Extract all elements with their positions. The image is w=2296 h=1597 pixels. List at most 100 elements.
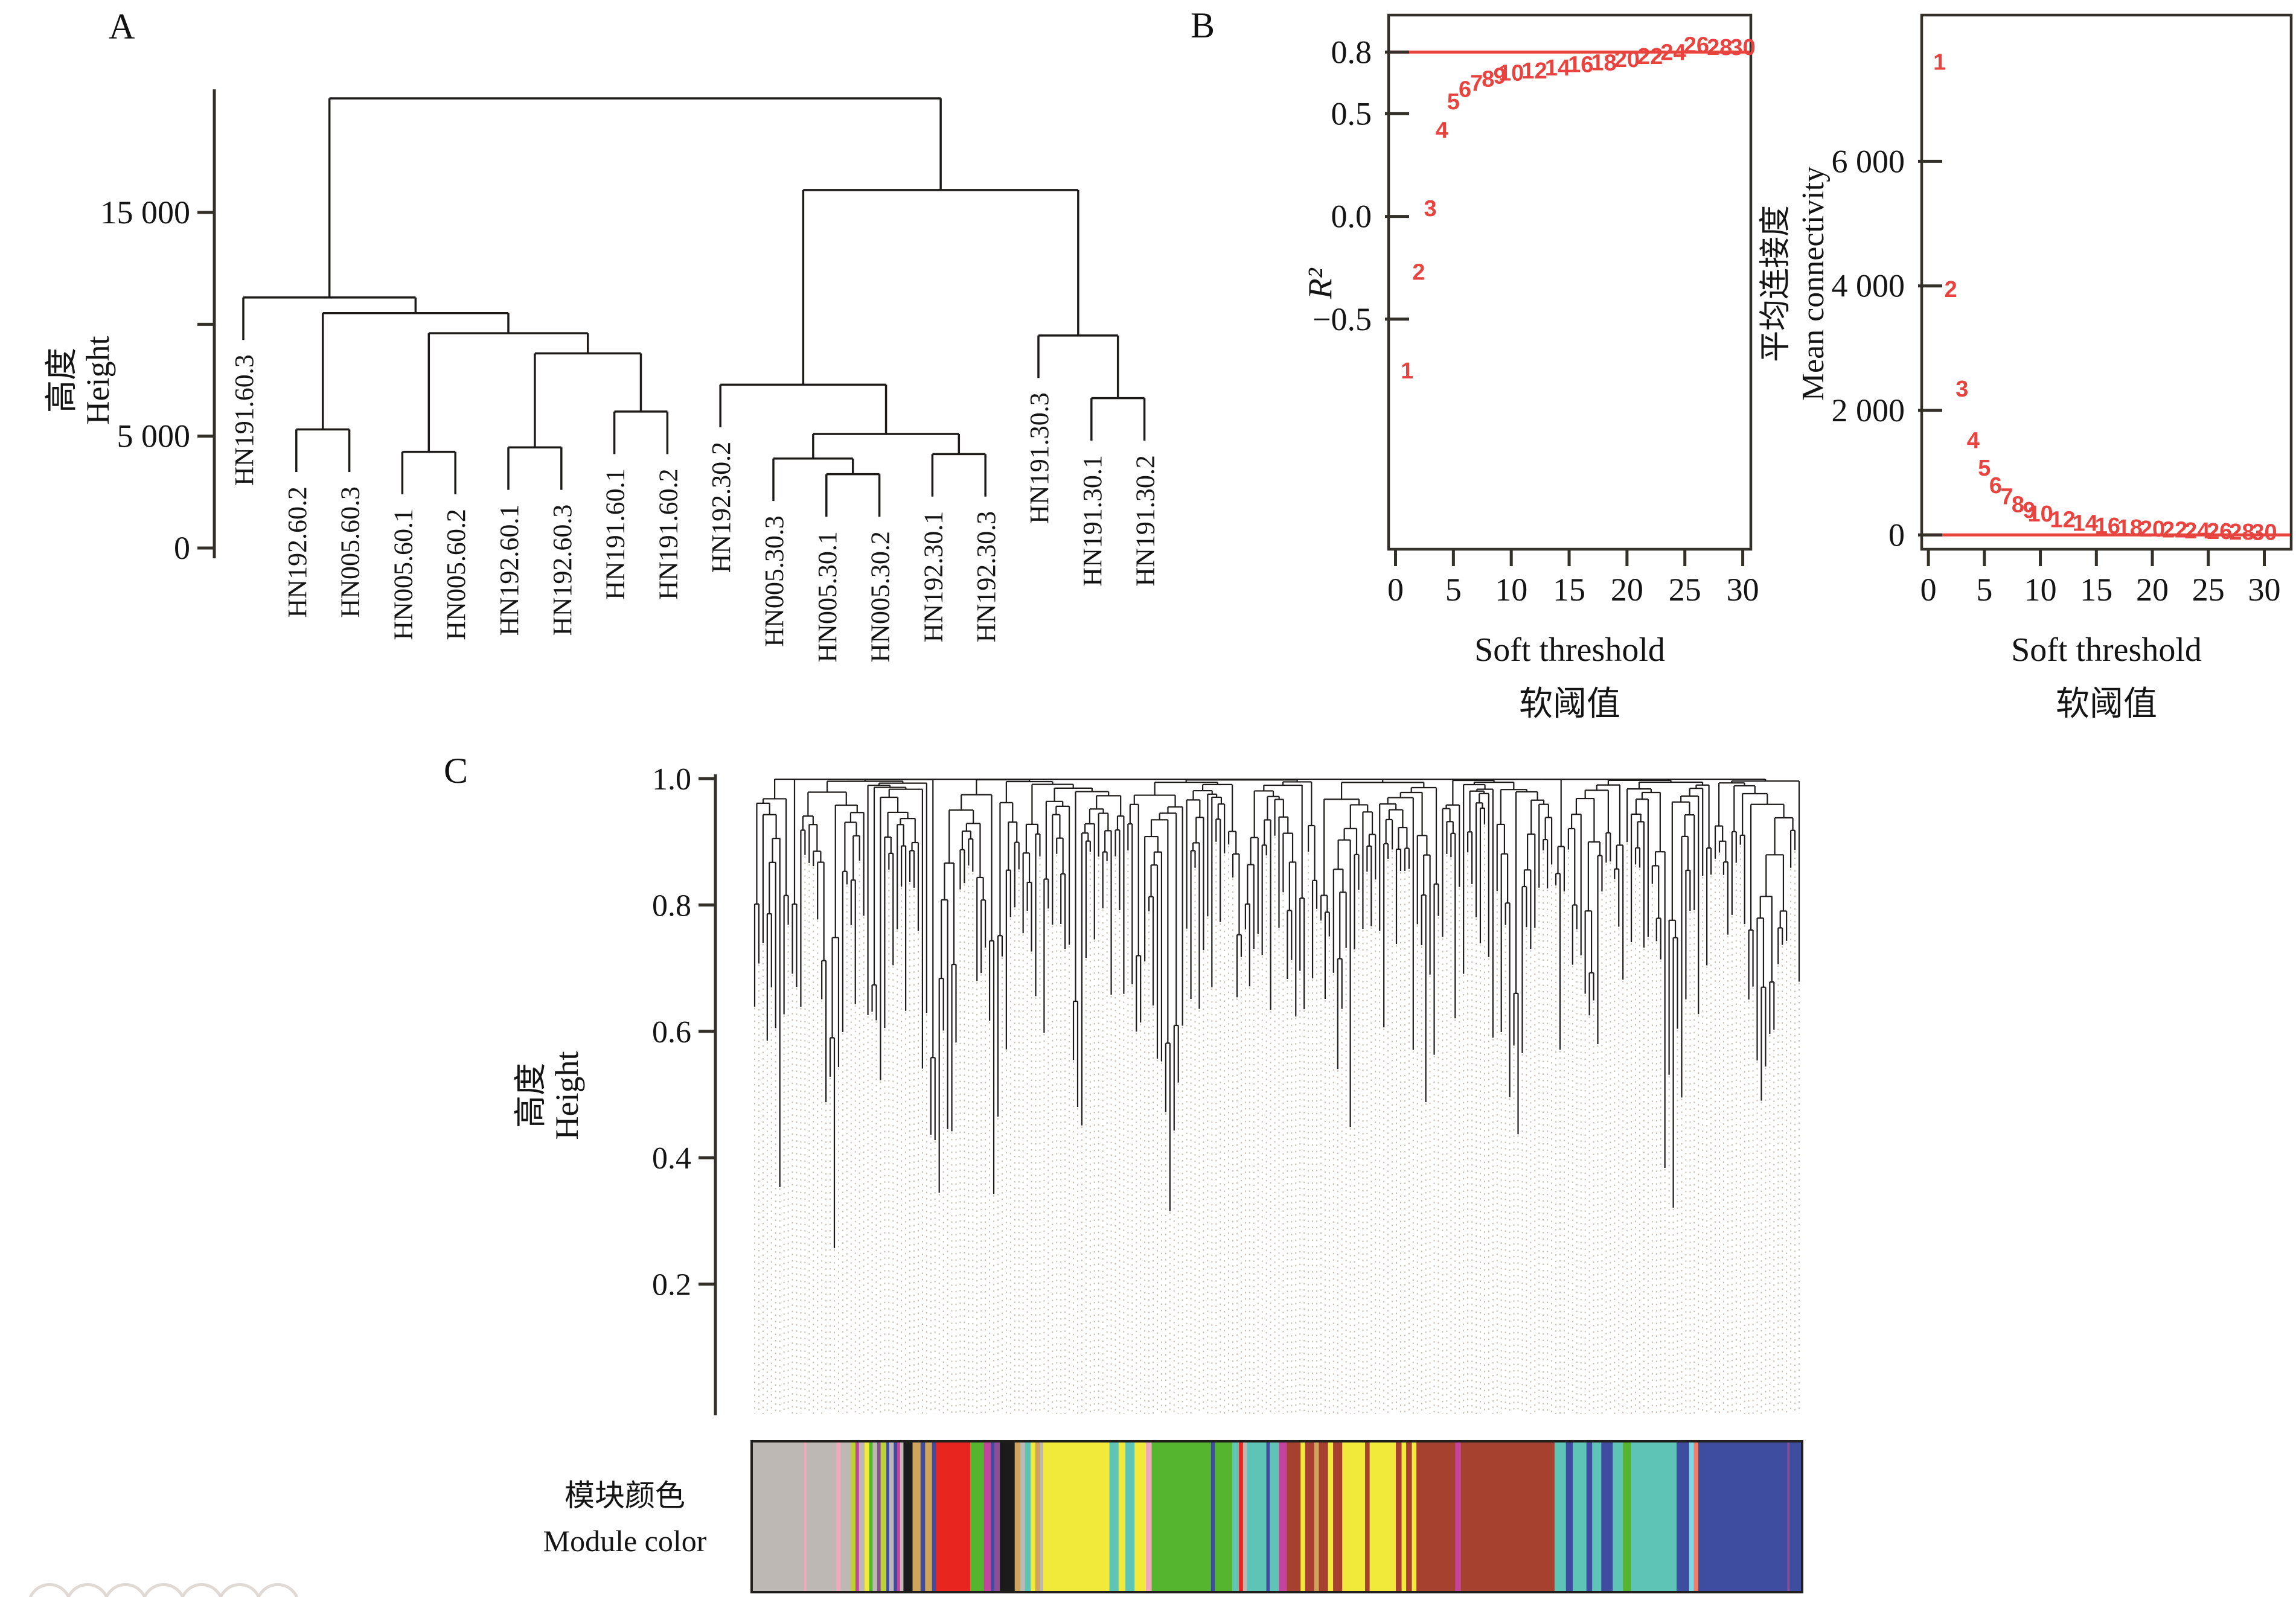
module-segment-red [1239,1441,1244,1592]
module-segment-green [1215,1441,1233,1592]
module-segment-brown [1287,1441,1301,1592]
power-point-label: 6 [1459,77,1471,103]
power-point-label: 3 [1424,196,1436,222]
module-segment-blue [932,1441,936,1592]
module-segment-magenta [1279,1441,1288,1592]
b-xaxis-title-zh: 软阈值 [2056,686,2157,723]
sample-leaf-label: HN191.30.1 [1078,455,1107,587]
module-segment-turquoise [1613,1441,1623,1592]
b-yaxis-title-zh: 平均连接度 [1759,205,1793,362]
power-point-label: 1 [1933,49,1946,75]
sample-leaf-label: HN005.30.3 [759,515,789,647]
power-point-label: 24 [2184,518,2210,544]
module-segment-red [936,1441,971,1592]
module-segment-grey [1242,1441,1247,1592]
module-segment-brown [1365,1441,1370,1592]
b-xaxis-title-en: Soft threshold [2011,631,2202,669]
sample-leaf-label: HN191.30.2 [1131,455,1160,587]
module-segment-grey [752,1441,805,1592]
module-segment-grey [889,1441,894,1592]
b-xtick-label: 25 [2192,572,2225,608]
module-segment-cyan [1689,1441,1695,1592]
b-xtick-label: 10 [1495,572,1527,608]
module-segment-grey [1040,1441,1044,1592]
power-point-label: 22 [1637,44,1663,69]
b-ytick-label: 2 000 [1832,392,1905,429]
power-point-label: 4 [1436,118,1448,144]
sample-leaf-label: HN192.60.3 [548,505,577,636]
power-point-label: 3 [1955,377,1968,402]
b-xtick-label: 0 [1387,572,1404,608]
power-point-label: 7 [1470,71,1483,96]
module-segment-turquoise [1592,1441,1602,1592]
module-bar-label-en: Module color [543,1524,707,1558]
sample-leaf-label: HN191.60.2 [653,468,683,600]
module-segment-grey [900,1441,904,1592]
panel-a-label: A [109,7,135,46]
sample-leaf-label: HN005.30.2 [866,531,895,663]
b-xtick-label: 20 [1611,572,1643,608]
module-segment-green [869,1441,873,1592]
module-segment-turquoise [1554,1441,1567,1592]
module-segment-turquoise [1270,1441,1279,1592]
module-segment-tan [1014,1441,1021,1592]
module-segment-yellow [1031,1441,1036,1592]
module-segment-yellow [1043,1441,1110,1592]
module-segment-brown [1396,1441,1402,1592]
b-xtick-label: 30 [1727,572,1759,608]
module-segment-green [1623,1441,1632,1592]
sample-leaf-label: HN192.30.2 [706,442,736,573]
sample-leaf-label: HN192.30.3 [971,511,1001,643]
module-segment-yellow [1134,1441,1146,1592]
power-point-label: 18 [1591,50,1616,75]
module-segment-blue [1210,1441,1216,1592]
module-segment-grey [840,1441,852,1592]
module-color-bar: 模块颜色 Module color [543,1440,1803,1593]
module-segment-brown [1305,1441,1315,1592]
b-ytick-label: 0.5 [1331,95,1372,132]
sample-leaf-label: HN192.60.1 [494,505,524,636]
power-point-label: 1 [1401,359,1413,384]
a-ytick-label: 5 000 [117,418,191,454]
module-segment-brown [1406,1441,1413,1592]
power-point-label: 16 [2095,514,2120,539]
module-segment-grey [872,1441,878,1592]
power-point-label: 30 [2251,520,2277,546]
module-segment-yellow [865,1441,870,1592]
c-ytick-label: 1.0 [652,762,691,797]
power-point-label: 5 [1978,456,1991,481]
b-xtick-label: 5 [1445,572,1462,608]
power-point-label: 14 [1545,56,1570,81]
module-segment-magenta [1455,1441,1462,1592]
power-point-label: 28 [2229,520,2254,545]
sample-leaf-label: HN005.30.1 [813,531,842,663]
module-segment-brown [1416,1441,1456,1592]
power-point-label: 20 [1614,47,1640,72]
module-segment-blue [886,1441,890,1592]
b-ytick-label: 0.0 [1331,199,1372,235]
a-axis-title-en: Height [80,336,116,425]
b-xtick-label: 15 [2080,572,2112,608]
module-segment-turquoise [1247,1441,1267,1592]
module-segment-blue [920,1441,926,1592]
b-xtick-label: 30 [2248,572,2280,608]
module-segment-turquoise [1109,1441,1119,1592]
a-ytick-label: 15 000 [101,194,191,231]
module-segment-blue [1565,1441,1573,1592]
b-yaxis-title: R² [1302,267,1339,299]
power-point-label: 4 [1967,428,1980,453]
module-segment-yellow [1401,1441,1407,1592]
module-segment-turquoise [1573,1441,1587,1592]
power-point-label: 14 [2073,511,2098,537]
power-point-label: 2 [1945,277,1957,302]
power-point-label: 24 [1660,40,1686,65]
b-ytick-label: 0 [1888,517,1905,553]
sample-leaf-label: HN005.60.1 [388,509,418,640]
sample-leaf-label: HN005.60.3 [336,486,365,618]
module-segment-tan [1314,1441,1320,1592]
module-segment-purple [877,1441,881,1592]
b-ytick-label: 0.8 [1331,34,1372,70]
power-point-label: 26 [2207,519,2232,544]
module-segment-greenyellow [880,1441,887,1592]
power-point-label: 12 [1521,59,1547,84]
